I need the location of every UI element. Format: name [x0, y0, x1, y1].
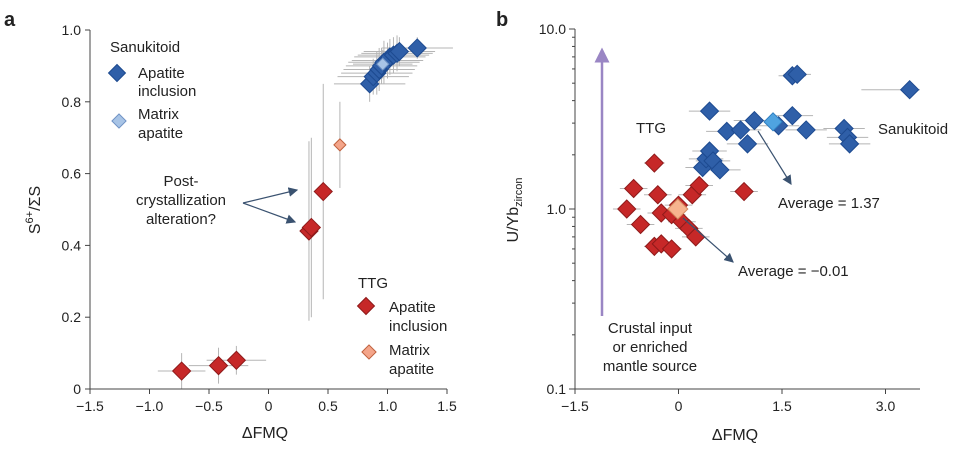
legend-sanukitoid-inclusion-line1: Apatite	[138, 65, 185, 82]
sanukitoid-point	[730, 120, 751, 140]
legend-ttg-matrix-line2: apatite	[389, 361, 434, 378]
annotation-line1: Post-	[163, 173, 198, 190]
panel-a-x-tick-label: 1.0	[378, 398, 398, 414]
error-bars	[157, 35, 920, 389]
sanukitoid-point	[839, 134, 860, 154]
panel-a-legend: Sanukitoid Apatite inclusion Matrix apat…	[107, 39, 447, 378]
panel-a-y-tick-label: 0.8	[62, 94, 82, 110]
panel-b-ticks: −1.5 0 1.5 3.0 0.1 1.0 10.0	[539, 21, 896, 414]
panel-b-y-tick-label: 10.0	[539, 21, 566, 37]
panel-a-x-title: ΔFMQ	[242, 425, 288, 442]
panel-a-x-tick-label: −1.0	[136, 398, 164, 414]
panel-a-y-title-main: S	[27, 223, 44, 234]
panel-b-y-tick-label: 1.0	[547, 201, 567, 217]
legend-sanukitoid-title: Sanukitoid	[110, 39, 180, 56]
ttg-point	[689, 175, 709, 196]
panel-a-x-tick-label: 0	[265, 398, 273, 414]
legend-ttg-matrix-marker	[361, 344, 377, 360]
panel-a-y-title: S6+/ΣS	[24, 186, 44, 234]
panel-a-y-tick-label: 0.2	[62, 309, 82, 325]
panel-a-y-title-tail: /ΣS	[27, 186, 44, 211]
panel-a-x-tick-label: 0.5	[318, 398, 338, 414]
sanukitoid-point	[744, 110, 765, 131]
ttg-point	[648, 185, 668, 205]
sanukitoid-matrix-point	[376, 57, 390, 71]
panel-b-y-title: U/Ybzircon	[505, 178, 525, 243]
ttg-inclusion-point	[313, 181, 333, 202]
panel-a-letter: a	[4, 9, 16, 31]
panel-b-y-tick-label: 0.1	[547, 381, 567, 397]
annotation-arrow-upper	[242, 187, 299, 204]
annotation-arrow-lower	[242, 202, 297, 224]
sanukitoid-point	[710, 160, 730, 180]
ttg-matrix-point	[333, 138, 347, 152]
average-ttg-point	[667, 198, 689, 220]
crustal-text-line1: Crustal input	[608, 320, 693, 337]
legend-ttg-inclusion-line1: Apatite	[389, 299, 436, 316]
ttg-point	[651, 234, 671, 254]
ttg-point	[644, 153, 665, 173]
panel-b-x-title: ΔFMQ	[712, 427, 758, 444]
ttg-point	[630, 214, 651, 235]
ttg-point	[623, 178, 644, 199]
panel-b-x-tick-label: 0	[675, 398, 683, 414]
sanukitoid-inclusion-point	[407, 38, 427, 58]
ttg-point	[734, 181, 754, 202]
sanukitoid-point	[899, 79, 920, 100]
ttg-point	[617, 199, 637, 219]
panel-a-ticks: −1.5 −1.0 −0.5 0 0.5 1.0 1.5 0 0.2 0.4 0.6 0.8 1.0	[62, 22, 457, 414]
legend-sanukitoid-matrix-line2: apatite	[138, 125, 183, 142]
panel-b-label-sanukitoid: Sanukitoid	[878, 121, 948, 138]
panel-a-y-tick-label: 0.6	[62, 166, 82, 182]
ttg-point	[661, 239, 682, 259]
sanukitoid-point	[787, 64, 807, 85]
panel-a-y-tick-label: 0.4	[62, 237, 82, 253]
annotation-line3: alteration?	[146, 211, 216, 228]
panel-a-y-title-sup: 6+	[24, 211, 36, 224]
avg-sanukitoid-arrow	[757, 130, 792, 186]
crustal-text-line3: mantle source	[603, 358, 697, 375]
panel-a-annotation: Post- crystallization alteration?	[136, 173, 299, 228]
ttg-inclusion-point	[226, 350, 247, 370]
panel-b-y-title-main: U/Yb	[505, 207, 522, 243]
legend-sanukitoid-matrix-marker	[111, 113, 127, 129]
panel-a-x-tick-label: −1.5	[76, 398, 104, 414]
legend-ttg-inclusion-line2: inclusion	[389, 318, 447, 335]
panel-b-x-tick-label: 3.0	[876, 398, 896, 414]
panel-b-letter: b	[496, 9, 508, 31]
legend-ttg-title: TTG	[358, 275, 388, 292]
panel-b-x-tick-label: 1.5	[772, 398, 792, 414]
ttg-inclusion-point	[171, 361, 192, 381]
panel-a-x-tick-label: −0.5	[195, 398, 223, 414]
panel-b-label-ttg: TTG	[636, 120, 666, 137]
legend-sanukitoid-inclusion-line2: inclusion	[138, 83, 196, 100]
annotation-line2: crystallization	[136, 192, 226, 209]
sanukitoid-point	[699, 101, 720, 121]
data-marks	[171, 38, 920, 381]
legend-sanukitoid-inclusion-marker	[107, 63, 127, 83]
sanukitoid-point	[737, 134, 758, 154]
legend-ttg-matrix-line1: Matrix	[389, 342, 430, 359]
crustal-text-line2: or enriched	[612, 339, 687, 356]
legend-sanukitoid-matrix-line1: Matrix	[138, 106, 179, 123]
panel-b-x-tick-label: −1.5	[561, 398, 589, 414]
panel-a-y-tick-label: 1.0	[62, 22, 82, 38]
legend-ttg-inclusion-marker	[356, 296, 376, 316]
ttg-inclusion-point	[208, 355, 229, 376]
panel-a-x-tick-label: 1.5	[437, 398, 457, 414]
ttg-inclusion-point	[301, 217, 322, 238]
sanukitoid-point	[782, 105, 803, 126]
sanukitoid-point	[796, 120, 816, 140]
average-sanukitoid-point	[763, 112, 783, 132]
avg-sanukitoid-label: Average = 1.37	[778, 195, 880, 212]
panel-b-y-title-sub: zircon	[513, 178, 525, 207]
panel-a-y-tick-label: 0	[73, 381, 81, 397]
avg-ttg-arrow	[682, 217, 734, 263]
sanukitoid-inclusion-point	[389, 41, 410, 62]
avg-ttg-label: Average = −0.01	[738, 263, 849, 280]
